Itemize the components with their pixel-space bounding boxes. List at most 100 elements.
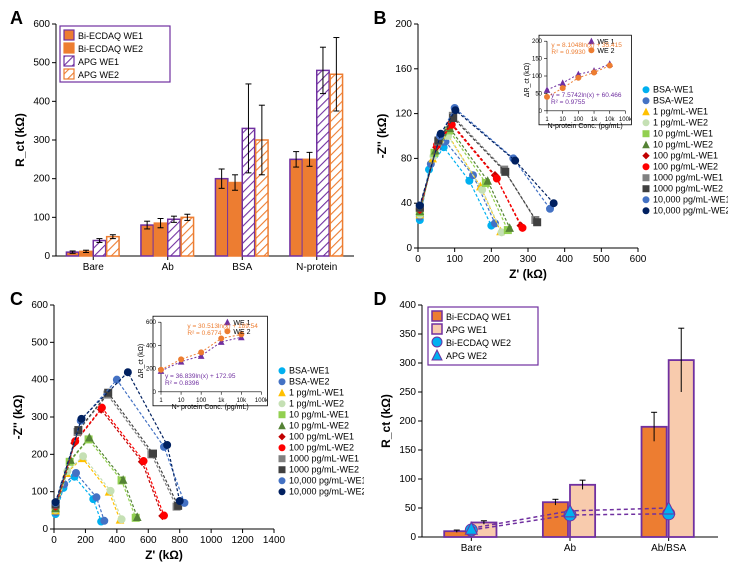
svg-text:Z' (kΩ): Z' (kΩ)	[145, 548, 183, 562]
svg-text:APG WE1: APG WE1	[78, 57, 119, 67]
svg-text:100: 100	[399, 474, 416, 485]
svg-text:200: 200	[399, 416, 416, 427]
svg-text:N- protein Conc. (pg/mL): N- protein Conc. (pg/mL)	[172, 404, 249, 411]
svg-text:50: 50	[535, 91, 542, 97]
svg-text:1200: 1200	[231, 535, 254, 546]
svg-text:1 pg/mL-WE2: 1 pg/mL-WE2	[289, 399, 344, 409]
svg-text:WE 2: WE 2	[597, 48, 614, 55]
svg-text:1000 pg/mL-WE1: 1000 pg/mL-WE1	[289, 454, 359, 464]
svg-text:100k: 100k	[255, 398, 269, 404]
panel-d: D BareAbAb/BSA050100150200250300350400R_…	[368, 287, 730, 566]
svg-text:400: 400	[31, 375, 48, 386]
svg-text:200: 200	[33, 174, 50, 185]
panel-d-label: D	[374, 289, 387, 310]
svg-text:800: 800	[171, 535, 188, 546]
svg-text:500: 500	[592, 254, 609, 265]
svg-text:R² = 0.9930: R² = 0.9930	[551, 49, 586, 56]
svg-text:Ab/BSA: Ab/BSA	[651, 543, 686, 554]
svg-text:Ab: Ab	[162, 262, 175, 273]
svg-text:Bi-ECDAQ WE2: Bi-ECDAQ WE2	[446, 338, 511, 348]
svg-text:200: 200	[77, 535, 94, 546]
svg-text:600: 600	[140, 535, 157, 546]
svg-text:300: 300	[519, 254, 536, 265]
svg-text:0: 0	[406, 243, 412, 254]
svg-text:400: 400	[556, 254, 573, 265]
svg-text:100 pg/mL-WE2: 100 pg/mL-WE2	[289, 443, 354, 453]
svg-text:400: 400	[146, 343, 157, 349]
svg-text:10 pg/mL-WE1: 10 pg/mL-WE1	[289, 410, 349, 420]
svg-text:WE 2: WE 2	[233, 329, 250, 336]
svg-text:y = 7.5742ln(x) + 60.466: y = 7.5742ln(x) + 60.466	[551, 92, 622, 99]
svg-text:ΔR_ct (kΩ): ΔR_ct (kΩ)	[138, 344, 145, 378]
svg-text:100 pg/mL-WE1: 100 pg/mL-WE1	[289, 432, 354, 442]
svg-text:100: 100	[31, 487, 48, 498]
svg-text:0: 0	[44, 251, 50, 262]
panel-c: C 0200400600800100012001400Z' (kΩ)010020…	[4, 287, 366, 566]
svg-text:N-protein: N-protein	[296, 262, 337, 273]
svg-text:1 pg/mL-WE2: 1 pg/mL-WE2	[653, 118, 708, 128]
svg-text:100: 100	[33, 212, 50, 223]
svg-text:150: 150	[531, 57, 542, 63]
svg-text:120: 120	[395, 109, 412, 120]
svg-text:y = 36.839ln(x) + 172.95: y = 36.839ln(x) + 172.95	[165, 373, 236, 380]
svg-text:10,000 pg/mL-WE2: 10,000 pg/mL-WE2	[653, 206, 728, 216]
svg-text:10 pg/mL-WE1: 10 pg/mL-WE1	[653, 129, 713, 139]
svg-text:10,000 pg/mL-WE1: 10,000 pg/mL-WE1	[289, 476, 364, 486]
svg-text:APG WE2: APG WE2	[78, 70, 119, 80]
svg-text:100: 100	[446, 254, 463, 265]
svg-text:APG WE1: APG WE1	[446, 325, 487, 335]
svg-text:1000 pg/mL-WE2: 1000 pg/mL-WE2	[653, 184, 723, 194]
svg-text:300: 300	[399, 358, 416, 369]
svg-text:1000 pg/mL-WE2: 1000 pg/mL-WE2	[289, 465, 359, 475]
svg-text:40: 40	[400, 198, 412, 209]
svg-text:600: 600	[146, 320, 157, 326]
panel-a-label: A	[10, 8, 23, 29]
svg-text:100 pg/mL-WE1: 100 pg/mL-WE1	[653, 151, 718, 161]
svg-text:BSA: BSA	[232, 262, 252, 273]
svg-text:150: 150	[399, 445, 416, 456]
svg-text:0: 0	[415, 254, 421, 265]
svg-text:0: 0	[42, 524, 48, 535]
svg-text:250: 250	[399, 387, 416, 398]
svg-text:y = 8.1048ln(x) + 35.415: y = 8.1048ln(x) + 35.415	[551, 42, 622, 49]
svg-text:Bi-ECDAQ WE2: Bi-ECDAQ WE2	[78, 44, 143, 54]
svg-text:600: 600	[33, 19, 50, 30]
svg-text:BSA-WE2: BSA-WE2	[289, 377, 330, 387]
svg-text:Bare: Bare	[83, 262, 105, 273]
svg-text:R² = 0.9755: R² = 0.9755	[551, 99, 586, 106]
svg-text:Z' (kΩ): Z' (kΩ)	[509, 267, 547, 281]
svg-text:0: 0	[51, 535, 57, 546]
svg-text:BSA-WE2: BSA-WE2	[653, 96, 694, 106]
svg-text:ΔR_ct (kΩ): ΔR_ct (kΩ)	[524, 63, 531, 97]
panel-b-label: B	[374, 8, 387, 29]
svg-text:200: 200	[395, 19, 412, 30]
svg-text:-Z'' (kΩ): -Z'' (kΩ)	[11, 395, 25, 440]
svg-text:10,000 pg/mL-WE2: 10,000 pg/mL-WE2	[289, 487, 364, 497]
svg-text:R² = 0.6774: R² = 0.6774	[187, 330, 222, 337]
svg-text:160: 160	[395, 64, 412, 75]
svg-text:350: 350	[399, 329, 416, 340]
svg-text:100 pg/mL-WE2: 100 pg/mL-WE2	[653, 162, 718, 172]
svg-text:200: 200	[31, 449, 48, 460]
svg-text:R_ct (kΩ): R_ct (kΩ)	[379, 394, 393, 448]
panel-a: A BareAbBSAN-protein0100200300400500600R…	[4, 6, 366, 285]
svg-text:10,000 pg/mL-WE1: 10,000 pg/mL-WE1	[653, 195, 728, 205]
svg-text:500: 500	[33, 58, 50, 69]
svg-text:200: 200	[146, 367, 157, 373]
svg-text:300: 300	[31, 412, 48, 423]
svg-text:Bi-ECDAQ WE1: Bi-ECDAQ WE1	[446, 312, 511, 322]
svg-text:Bare: Bare	[460, 543, 482, 554]
svg-text:600: 600	[31, 300, 48, 311]
svg-text:Bi-ECDAQ WE1: Bi-ECDAQ WE1	[78, 31, 143, 41]
svg-text:R_ct (kΩ): R_ct (kΩ)	[13, 113, 27, 167]
svg-text:10 pg/mL-WE2: 10 pg/mL-WE2	[653, 140, 713, 150]
svg-text:Ab: Ab	[563, 543, 576, 554]
svg-text:50: 50	[404, 503, 416, 514]
svg-text:1000: 1000	[200, 535, 223, 546]
svg-text:200: 200	[482, 254, 499, 265]
svg-text:R² = 0.8396: R² = 0.8396	[165, 380, 200, 387]
svg-text:1 pg/mL-WE1: 1 pg/mL-WE1	[653, 107, 708, 117]
svg-text:-Z'' (kΩ): -Z'' (kΩ)	[375, 114, 389, 159]
svg-text:1400: 1400	[263, 535, 286, 546]
svg-text:N-protein Conc. (pg/mL): N-protein Conc. (pg/mL)	[547, 123, 622, 130]
